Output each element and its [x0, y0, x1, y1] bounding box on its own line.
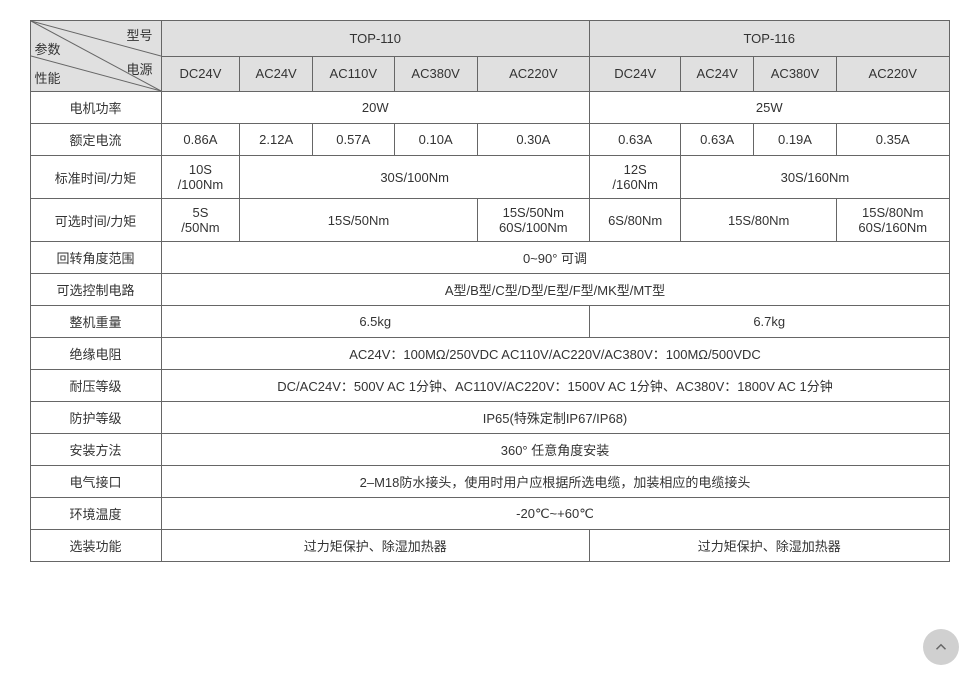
hdr-perf: 性能 [35, 68, 61, 87]
table-row: 可选时间/力矩 5S /50Nm 15S/50Nm 15S/50Nm 60S/1… [30, 199, 949, 242]
table-row: 额定电流 0.86A 2.12A 0.57A 0.10A 0.30A 0.63A… [30, 124, 949, 156]
row-optfn-label: 选装功能 [30, 530, 161, 562]
opt-110b: 15S/50Nm [240, 199, 477, 242]
table-row: 安装方法 360° 任意角度安装 [30, 434, 949, 466]
opt-110a: 5S /50Nm [161, 199, 240, 242]
env-val: -20℃~+60℃ [161, 498, 949, 530]
mount-val: 360° 任意角度安装 [161, 434, 949, 466]
p110-3: AC380V [394, 56, 477, 92]
optfn-110: 过力矩保护、除湿加热器 [161, 530, 589, 562]
withstand-val: DC/AC24V：500V AC 1分钟、AC110V/AC220V：1500V… [161, 370, 949, 402]
p116-3: AC220V [837, 56, 950, 92]
table-row: 耐压等级 DC/AC24V：500V AC 1分钟、AC110V/AC220V：… [30, 370, 949, 402]
row-rated-current-label: 额定电流 [30, 124, 161, 156]
table-row: 标准时间/力矩 10S /100Nm 30S/100Nm 12S /160Nm … [30, 156, 949, 199]
std-116b: 30S/160Nm [681, 156, 949, 199]
ctrl-val: A型/B型/C型/D型/E型/F型/MK型/MT型 [161, 274, 949, 306]
opt-116c: 15S/80Nm 60S/160Nm [837, 199, 950, 242]
rc-110-0: 0.86A [161, 124, 240, 156]
rc-110-2: 0.57A [312, 124, 394, 156]
p116-2: AC380V [753, 56, 836, 92]
p116-1: AC24V [681, 56, 754, 92]
protect-val: IP65(特殊定制IP67/IP68) [161, 402, 949, 434]
rc-110-3: 0.10A [394, 124, 477, 156]
table-row: 电机功率 20W 25W [30, 92, 949, 124]
insul-val: AC24V：100MΩ/250VDC AC110V/AC220V/AC380V：… [161, 338, 949, 370]
angle-val: 0~90° 可调 [161, 242, 949, 274]
chevron-up-icon [932, 638, 950, 656]
table-row: 环境温度 -20℃~+60℃ [30, 498, 949, 530]
table-row: 防护等级 IP65(特殊定制IP67/IP68) [30, 402, 949, 434]
corner-diag: 型号 参数 电源 性能 [30, 21, 161, 92]
table-row: 绝缘电阻 AC24V：100MΩ/250VDC AC110V/AC220V/AC… [30, 338, 949, 370]
rc-116-2: 0.19A [753, 124, 836, 156]
spec-table: 型号 参数 电源 性能 TOP-110 TOP-116 DC24V AC24V … [30, 20, 950, 562]
row-elec-label: 电气接口 [30, 466, 161, 498]
hdr-top110: TOP-110 [161, 21, 589, 57]
rc-110-4: 0.30A [477, 124, 589, 156]
weight-116: 6.7kg [589, 306, 949, 338]
p110-0: DC24V [161, 56, 240, 92]
motor-power-110: 20W [161, 92, 589, 124]
table-row: 可选控制电路 A型/B型/C型/D型/E型/F型/MK型/MT型 [30, 274, 949, 306]
row-opt-time-label: 可选时间/力矩 [30, 199, 161, 242]
std-110b: 30S/100Nm [240, 156, 590, 199]
table-row: 电气接口 2–M18防水接头，使用时用户应根据所选电缆，加装相应的电缆接头 [30, 466, 949, 498]
p110-2: AC110V [312, 56, 394, 92]
opt-116a: 6S/80Nm [589, 199, 680, 242]
row-motor-power-label: 电机功率 [30, 92, 161, 124]
row-ctrl-label: 可选控制电路 [30, 274, 161, 306]
std-116a: 12S /160Nm [589, 156, 680, 199]
row-std-time-label: 标准时间/力矩 [30, 156, 161, 199]
motor-power-116: 25W [589, 92, 949, 124]
table-row: 回转角度范围 0~90° 可调 [30, 242, 949, 274]
rc-116-1: 0.63A [681, 124, 754, 156]
row-angle-label: 回转角度范围 [30, 242, 161, 274]
optfn-116: 过力矩保护、除湿加热器 [589, 530, 949, 562]
rc-116-0: 0.63A [589, 124, 680, 156]
row-mount-label: 安装方法 [30, 434, 161, 466]
row-protect-label: 防护等级 [30, 402, 161, 434]
hdr-power: 电源 [126, 59, 152, 78]
rc-110-1: 2.12A [240, 124, 313, 156]
scroll-top-button[interactable] [923, 629, 959, 665]
weight-110: 6.5kg [161, 306, 589, 338]
p110-1: AC24V [240, 56, 313, 92]
hdr-top116: TOP-116 [589, 21, 949, 57]
hdr-model: 型号 [126, 25, 152, 44]
row-env-label: 环境温度 [30, 498, 161, 530]
row-withstand-label: 耐压等级 [30, 370, 161, 402]
std-110a: 10S /100Nm [161, 156, 240, 199]
row-insul-label: 绝缘电阻 [30, 338, 161, 370]
table-row: 整机重量 6.5kg 6.7kg [30, 306, 949, 338]
rc-116-3: 0.35A [837, 124, 950, 156]
row-weight-label: 整机重量 [30, 306, 161, 338]
opt-110c: 15S/50Nm 60S/100Nm [477, 199, 589, 242]
p116-0: DC24V [589, 56, 680, 92]
table-row: 选装功能 过力矩保护、除湿加热器 过力矩保护、除湿加热器 [30, 530, 949, 562]
elec-val: 2–M18防水接头，使用时用户应根据所选电缆，加装相应的电缆接头 [161, 466, 949, 498]
opt-116b: 15S/80Nm [681, 199, 837, 242]
p110-4: AC220V [477, 56, 589, 92]
hdr-param: 参数 [35, 39, 61, 58]
